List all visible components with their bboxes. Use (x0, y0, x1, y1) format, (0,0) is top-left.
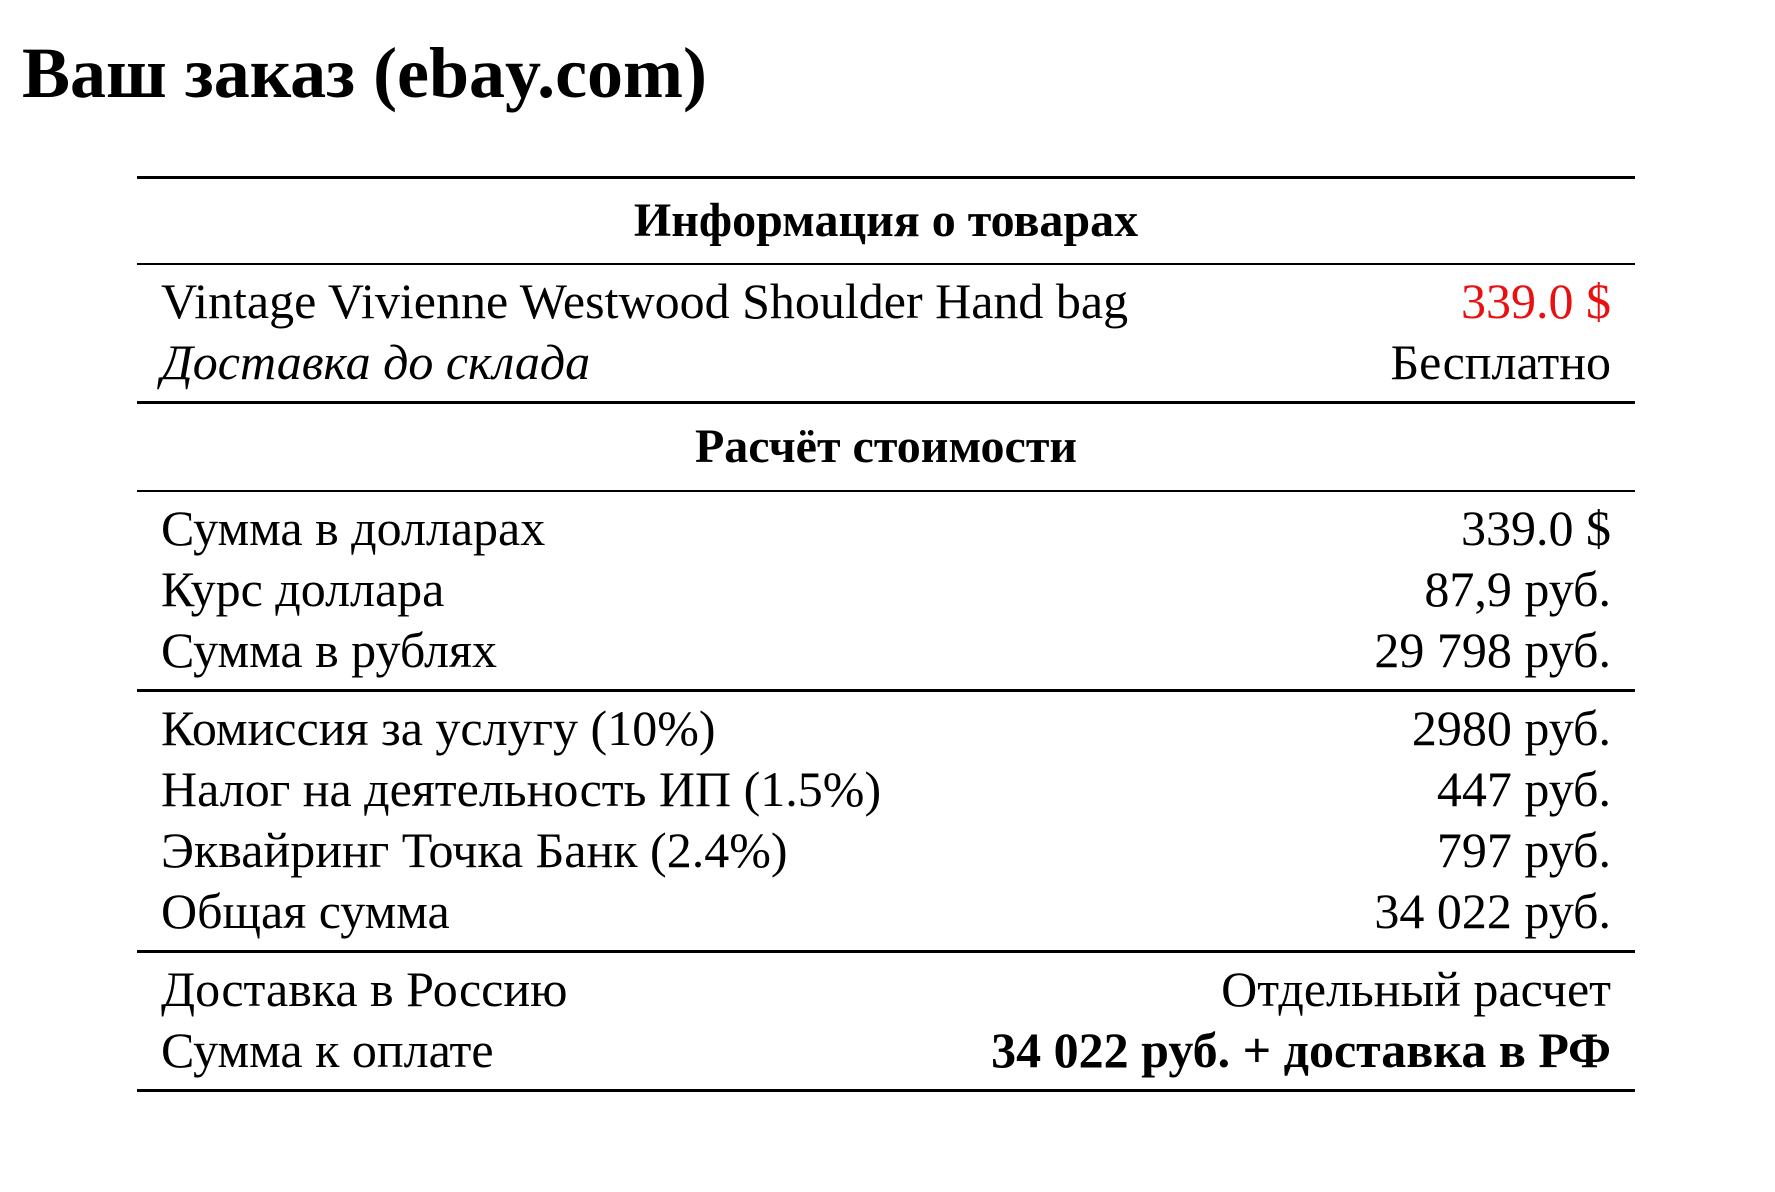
label: Общая сумма (161, 883, 450, 939)
row: Налог на деятельность ИП (1.5%) 447 руб. (161, 759, 1611, 820)
order-table: Информация о товарах Vintage Vivienne We… (137, 176, 1635, 1092)
row: Курс доллара 87,9 руб. (161, 559, 1611, 620)
row-group: Доставка в Россию Отдельный расчет Сумма … (137, 950, 1635, 1089)
row: Эквайринг Точка Банк (2.4%) 797 руб. (161, 820, 1611, 881)
row-group: Vintage Vivienne Westwood Shoulder Hand … (137, 265, 1635, 401)
row: Сумма к оплате 34 022 руб. + доставка в Р… (161, 1020, 1611, 1081)
value: 797 руб. (1436, 822, 1611, 878)
value: Бесплатно (1390, 334, 1611, 390)
label: Эквайринг Точка Банк (2.4%) (161, 822, 788, 878)
value: 29 798 руб. (1374, 622, 1611, 678)
value: 339.0 $ (1461, 273, 1611, 329)
label: Доставка в Россию (161, 961, 568, 1017)
page-title: Ваш заказ (ebay.com) (22, 33, 707, 113)
label: Комиссия за услугу (10%) (161, 700, 716, 756)
value: 339.0 $ (1461, 500, 1611, 556)
label: Сумма к оплате (161, 1022, 494, 1078)
value: 447 руб. (1436, 761, 1611, 817)
row: Сумма в рублях 29 798 руб. (161, 620, 1611, 681)
row: Сумма в долларах 339.0 $ (161, 498, 1611, 559)
value: 87,9 руб. (1424, 561, 1611, 617)
value: Отдельный расчет (1221, 961, 1611, 1017)
row: Общая сумма 34 022 руб. (161, 881, 1611, 942)
label: Vintage Vivienne Westwood Shoulder Hand … (161, 273, 1129, 329)
row: Комиссия за услугу (10%) 2980 руб. (161, 698, 1611, 759)
label: Курс доллара (161, 561, 445, 617)
section: Расчёт стоимости Сумма в долларах 339.0 $… (137, 401, 1635, 1089)
label: Сумма в долларах (161, 500, 546, 556)
value: 34 022 руб. + доставка в РФ (991, 1022, 1611, 1078)
row-group: Сумма в долларах 339.0 $ Курс доллара 87,9… (137, 492, 1635, 689)
value: 34 022 руб. (1374, 883, 1611, 939)
section-heading: Информация о товарах (137, 179, 1635, 265)
row: Vintage Vivienne Westwood Shoulder Hand … (161, 271, 1611, 332)
section: Информация о товарах Vintage Vivienne We… (137, 179, 1635, 401)
row-group: Комиссия за услугу (10%) 2980 руб. Налог … (137, 689, 1635, 950)
label: Налог на деятельность ИП (1.5%) (161, 761, 882, 817)
label: Доставка до склада (161, 334, 591, 390)
value: 2980 руб. (1411, 700, 1611, 756)
row: Доставка до склада Бесплатно (161, 332, 1611, 393)
section-heading: Расчёт стоимости (137, 404, 1635, 492)
label: Сумма в рублях (161, 622, 498, 678)
row: Доставка в Россию Отдельный расчет (161, 959, 1611, 1020)
